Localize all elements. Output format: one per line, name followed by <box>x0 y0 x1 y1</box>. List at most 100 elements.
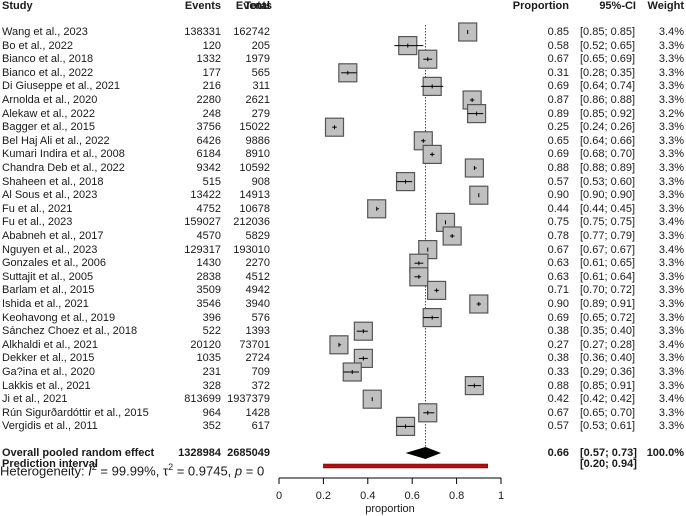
study-proportion: 0.69 <box>547 80 569 93</box>
study-name: Bianco et al., 2022 <box>2 66 94 79</box>
study-proportion: 0.25 <box>547 121 569 134</box>
study-name: Fu et al., 2021 <box>2 202 73 215</box>
study-name: Arnolda et al., 2020 <box>2 94 98 106</box>
study-weight: 3.3% <box>658 325 684 338</box>
study-proportion: 0.63 <box>547 270 569 283</box>
study-name: Ga?ina et al., 2020 <box>2 366 95 378</box>
study-weight: 3.3% <box>658 366 684 378</box>
i2-symbol: I <box>88 463 92 479</box>
study-weight: 3.3% <box>658 270 684 283</box>
header-proportion: Proportion <box>512 0 569 12</box>
study-weight: 3.3% <box>658 121 684 134</box>
study-total: 4942 <box>245 284 270 297</box>
study-weight: 3.3% <box>658 94 684 106</box>
study-name: Vergidis et al., 2011 <box>2 420 98 433</box>
study-name: Ababneh et al., 2017 <box>2 230 104 242</box>
study-events: 159027 <box>184 216 221 229</box>
study-name: Nguyen et al., 2023 <box>2 243 98 256</box>
study-name: Dekker et al., 2015 <box>2 352 95 365</box>
study-total: 2270 <box>245 257 270 270</box>
study-name: Suttajit et al., 2005 <box>2 270 94 283</box>
study-proportion: 0.58 <box>547 39 569 52</box>
study-name: Bagger et al., 2015 <box>2 121 95 134</box>
pooled-label: Overall pooled random effect <box>2 447 155 459</box>
study-events: 216 <box>202 80 221 93</box>
study-total: 8910 <box>245 148 270 161</box>
study-events: 328 <box>202 379 221 392</box>
study-proportion: 0.63 <box>547 257 569 270</box>
study-ci: [0.35; 0.40] <box>580 325 636 338</box>
study-total: 9886 <box>245 134 270 147</box>
study-ci: [0.86; 0.88] <box>580 94 636 106</box>
study-total: 576 <box>251 311 270 324</box>
study-proportion: 0.75 <box>547 216 569 229</box>
x-tick-label: 0.2 <box>315 490 332 502</box>
study-name: Wang et al., 2023 <box>2 26 88 38</box>
study-total: 10592 <box>239 162 270 174</box>
prediction-ci: [0.20; 0.94] <box>580 458 637 470</box>
study-ci: [0.24; 0.26] <box>580 121 636 134</box>
study-name: Sánchez Choez et al., 2018 <box>2 325 138 338</box>
study-events: 138331 <box>184 26 221 38</box>
study-events: 6184 <box>196 148 221 161</box>
study-proportion: 0.67 <box>547 243 569 256</box>
study-proportion: 0.85 <box>547 26 569 38</box>
study-weight: 3.4% <box>658 243 684 256</box>
study-events: 3756 <box>196 121 221 134</box>
study-total: 14913 <box>239 189 270 202</box>
study-ci: [0.77; 0.79] <box>580 230 636 242</box>
study-proportion: 0.90 <box>547 189 569 202</box>
study-proportion: 0.65 <box>547 134 569 147</box>
study-events: 1035 <box>196 352 221 365</box>
study-proportion: 0.38 <box>547 325 569 338</box>
study-events: 4570 <box>196 230 221 242</box>
study-total: 1937379 <box>227 393 270 406</box>
study-total: 1979 <box>245 53 270 66</box>
study-proportion: 0.57 <box>547 420 569 433</box>
study-ci: [0.85; 0.92] <box>580 107 636 120</box>
study-name: Ishida et al., 2021 <box>2 298 89 310</box>
study-weight: 3.3% <box>658 311 684 324</box>
study-ci: [0.89; 0.91] <box>580 298 636 310</box>
study-proportion: 0.44 <box>547 202 569 215</box>
study-ci: [0.61; 0.65] <box>580 257 636 270</box>
i2-value: = 99.99%, <box>96 463 163 479</box>
study-total: 1428 <box>245 406 270 419</box>
study-total: 193010 <box>233 243 270 256</box>
study-name: Chandra Deb et al., 2022 <box>2 162 125 174</box>
study-events: 964 <box>202 406 221 419</box>
study-events: 9342 <box>196 162 221 174</box>
x-tick-label: 0.4 <box>360 490 376 502</box>
study-ci: [0.75; 0.75] <box>580 216 636 229</box>
study-proportion: 0.69 <box>547 148 569 161</box>
study-proportion: 0.78 <box>547 230 569 242</box>
study-weight: 3.3% <box>658 80 684 93</box>
study-total: 1393 <box>245 325 270 338</box>
study-events: 20120 <box>190 338 221 351</box>
study-proportion: 0.89 <box>547 107 569 120</box>
study-proportion: 0.42 <box>547 393 569 406</box>
study-total: 279 <box>251 107 270 120</box>
pooled-diamond <box>405 447 442 459</box>
study-proportion: 0.31 <box>547 66 569 79</box>
study-proportion: 0.27 <box>547 338 569 351</box>
study-ci: [0.53; 0.60] <box>580 175 636 188</box>
prediction-interval-bar <box>323 463 488 469</box>
study-events: 120 <box>202 39 221 52</box>
study-total: 372 <box>251 379 270 392</box>
header-study: Study <box>2 0 33 12</box>
study-total: 617 <box>251 420 270 433</box>
x-axis-label: proportion <box>365 503 415 515</box>
study-proportion: 0.57 <box>547 175 569 188</box>
study-weight: 3.3% <box>658 352 684 365</box>
study-name: Kumari Indira et al., 2008 <box>2 148 125 161</box>
study-weight: 3.4% <box>658 393 684 406</box>
study-name: Lakkis et al., 2021 <box>2 379 91 392</box>
study-name: Keohavong et al., 2019 <box>2 311 116 324</box>
study-total: 565 <box>251 66 270 79</box>
study-name: Fu et al., 2023 <box>2 216 73 229</box>
study-weight: 3.3% <box>658 162 684 174</box>
study-weight: 3.3% <box>658 134 684 147</box>
pooled-events: 1328984 <box>178 447 221 459</box>
